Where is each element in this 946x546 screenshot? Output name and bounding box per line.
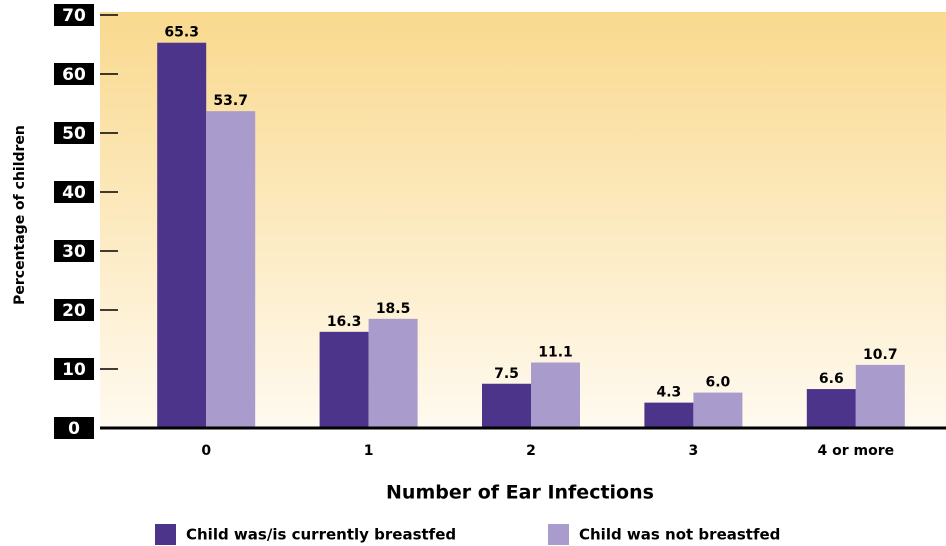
y-axis-label: Percentage of children xyxy=(12,125,28,305)
bar xyxy=(693,392,743,428)
y-tick-label: 10 xyxy=(62,360,86,380)
x-tick-label: 3 xyxy=(689,443,699,459)
value-label: 18.5 xyxy=(376,301,411,317)
y-tick-box xyxy=(54,299,94,321)
x-tick-label: 2 xyxy=(526,443,536,459)
bar xyxy=(531,362,580,428)
legend-label: Child was not breastfed xyxy=(579,526,780,544)
y-tick-label: 20 xyxy=(62,301,86,321)
y-tick-label: 70 xyxy=(62,6,86,26)
bar xyxy=(319,331,369,428)
y-tick-box xyxy=(54,358,94,380)
y-tick-box xyxy=(54,181,94,203)
y-tick-box xyxy=(54,4,94,26)
legend-swatch xyxy=(155,524,176,545)
x-tick-label: 4 or more xyxy=(817,443,894,459)
bar xyxy=(644,402,694,428)
y-tick-box xyxy=(54,63,94,85)
y-tick-label: 40 xyxy=(62,183,86,203)
y-tick-label: 50 xyxy=(62,124,86,144)
y-tick-box xyxy=(54,240,94,262)
value-label: 10.7 xyxy=(863,347,898,363)
legend-swatch xyxy=(548,524,569,545)
x-axis-label: Number of Ear Infections xyxy=(386,482,654,504)
value-label: 7.5 xyxy=(494,366,519,382)
bar xyxy=(206,111,256,429)
x-tick-label: 0 xyxy=(201,443,211,459)
x-tick-label: 1 xyxy=(364,443,374,459)
y-tick-box xyxy=(54,122,94,144)
value-label: 16.3 xyxy=(327,314,362,330)
value-label: 4.3 xyxy=(656,385,681,401)
bar xyxy=(368,318,418,428)
bar xyxy=(157,42,207,428)
y-tick-label: 60 xyxy=(62,65,86,85)
bar xyxy=(855,364,905,428)
y-tick-box xyxy=(54,417,94,439)
value-label: 6.0 xyxy=(705,375,730,391)
legend-label: Child was/is currently breastfed xyxy=(186,526,456,544)
bar xyxy=(482,383,531,428)
value-label: 65.3 xyxy=(164,25,199,41)
value-label: 53.7 xyxy=(213,93,248,109)
value-label: 6.6 xyxy=(819,371,844,387)
y-tick-label: 30 xyxy=(62,242,86,262)
bar xyxy=(806,389,856,428)
value-label: 11.1 xyxy=(538,345,573,361)
y-tick-label: 0 xyxy=(68,419,80,439)
